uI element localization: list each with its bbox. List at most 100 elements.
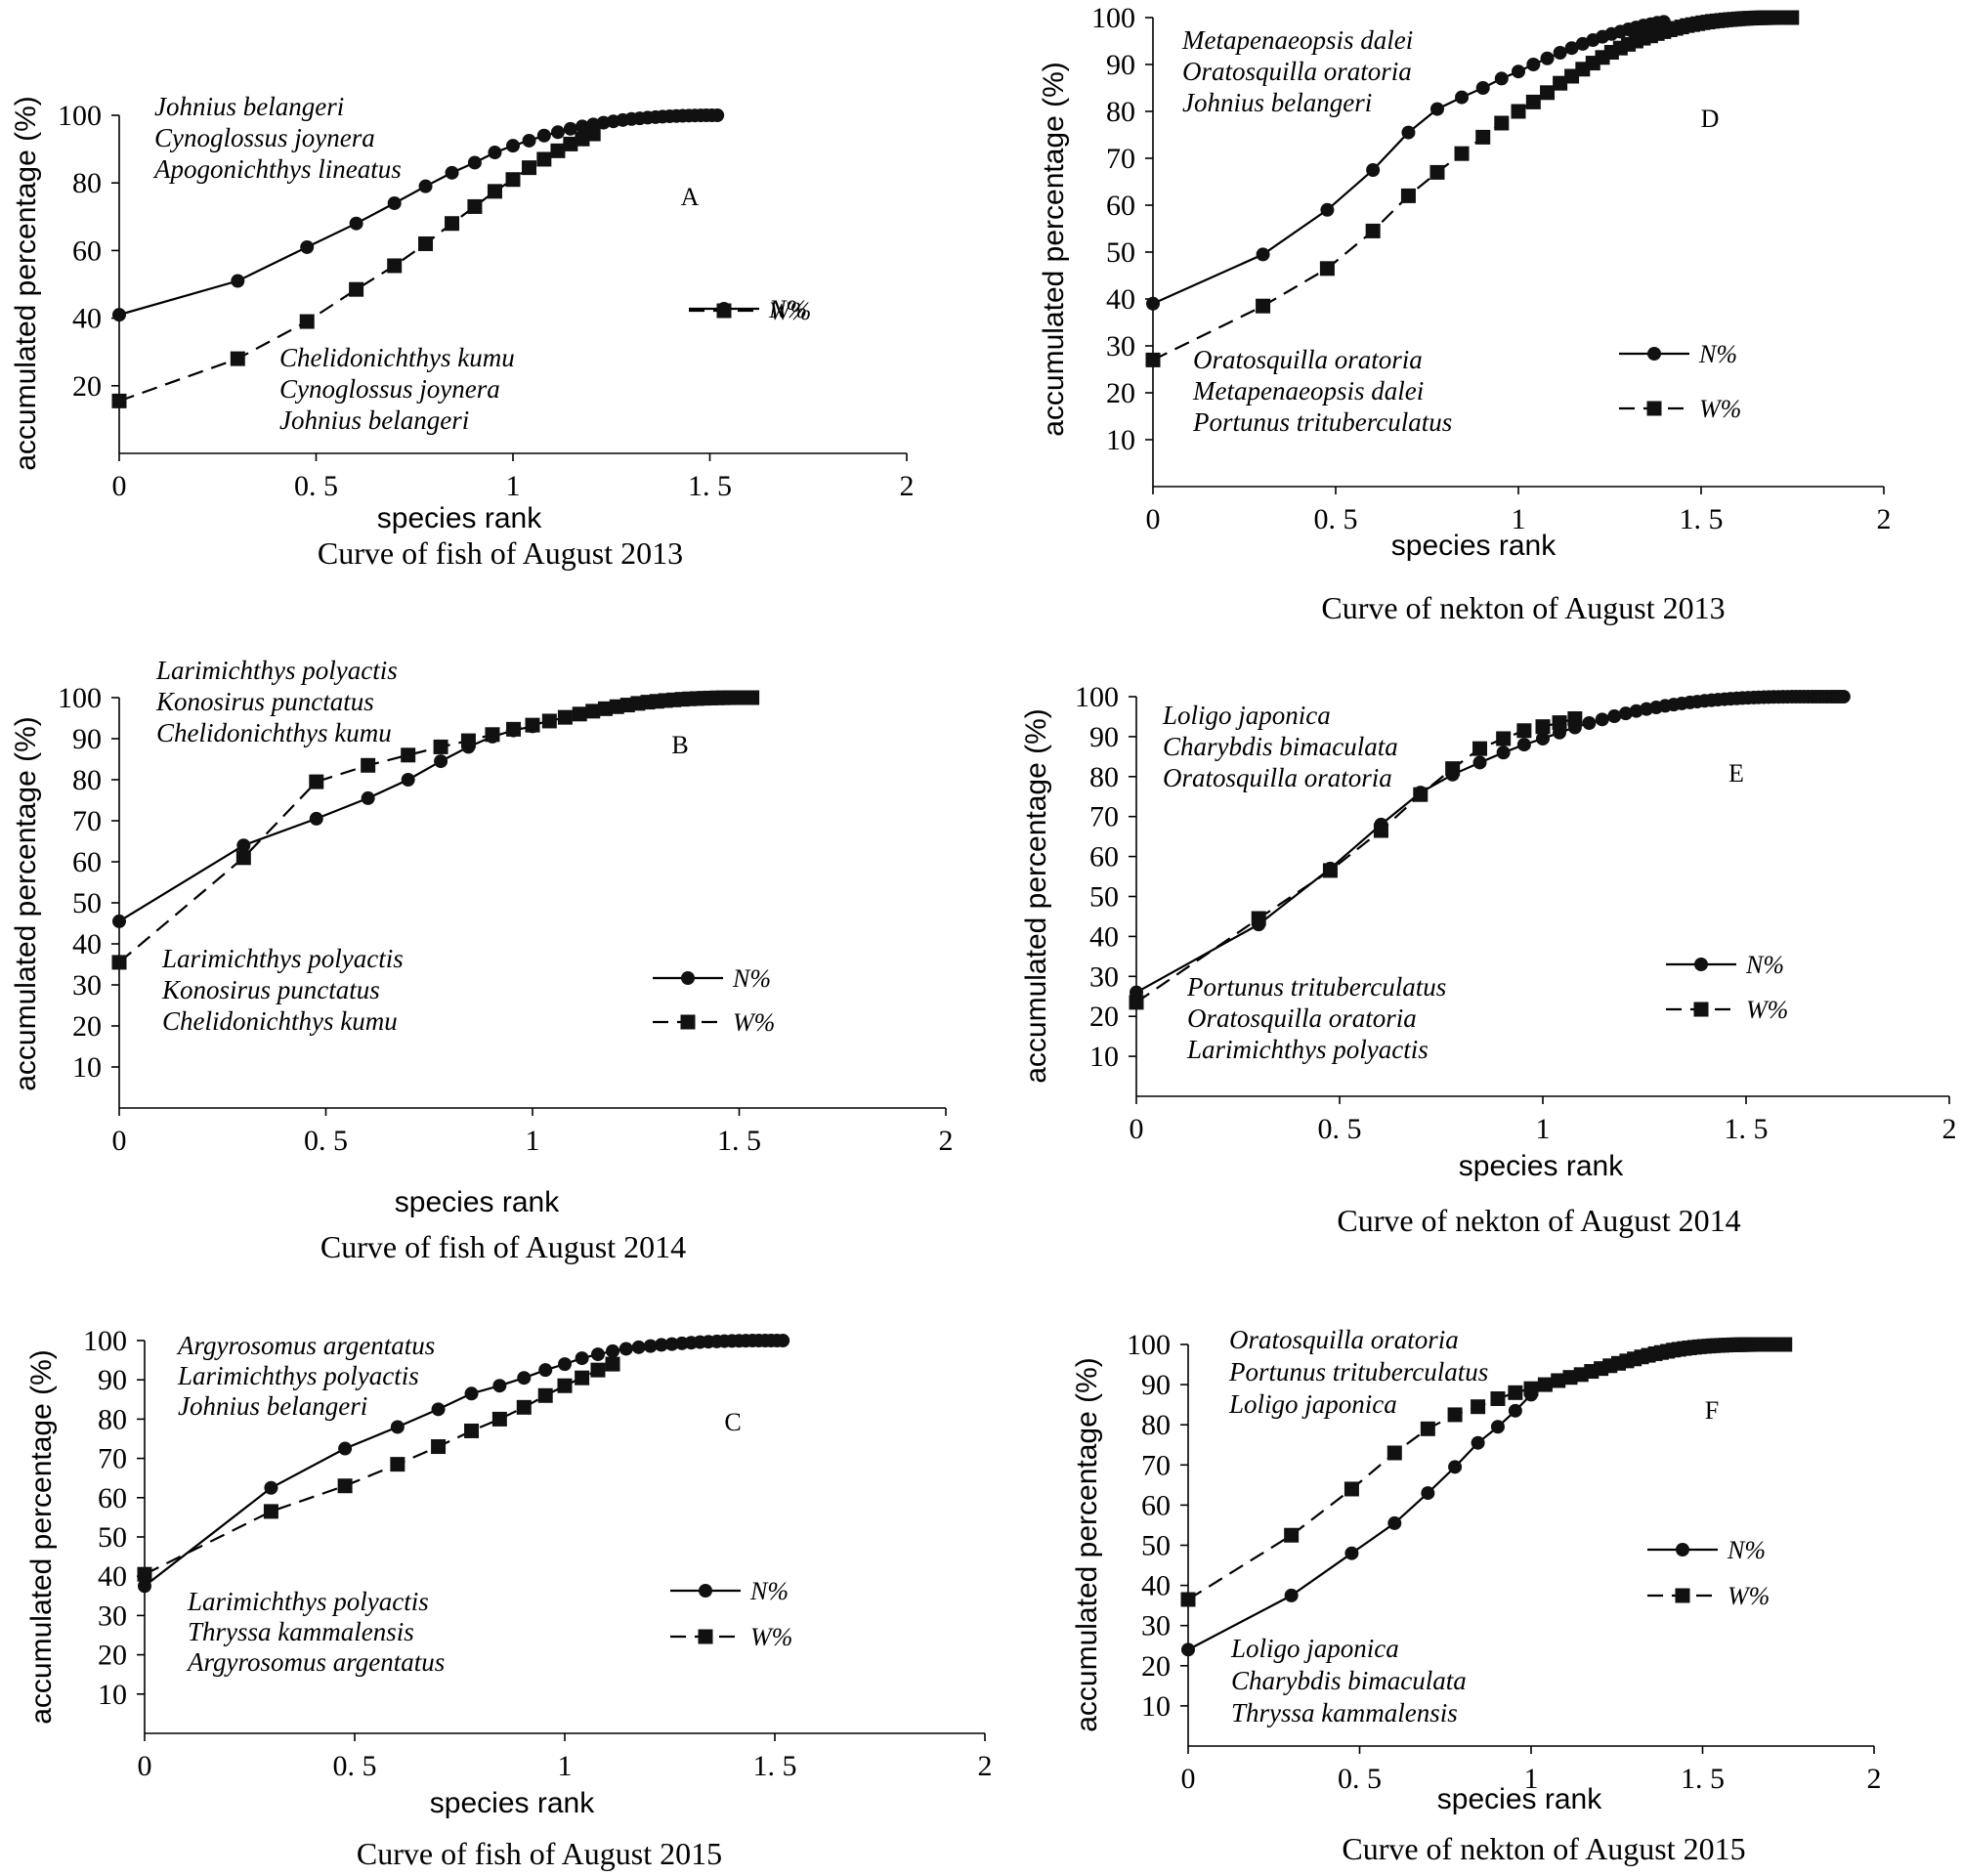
legend-marker-square xyxy=(680,1014,696,1030)
data-point-square xyxy=(1129,995,1144,1010)
data-point-circle xyxy=(558,1357,572,1372)
x-tick-label: 0 xyxy=(1181,1763,1196,1795)
y-tick-label: 40 xyxy=(1089,920,1119,953)
data-point-square xyxy=(536,151,552,167)
bottom-species-label: Portunus trituberculatus xyxy=(1186,972,1446,1002)
series-n-percent xyxy=(112,108,725,322)
series-n-percent xyxy=(112,719,539,928)
x-tick-label: 1 xyxy=(1524,1763,1539,1795)
panel-letter: B xyxy=(671,731,688,759)
panel-d: 0 0. 5 1 1. 5 2 10 20 30 40 50 60 70 80 90 100 species … xyxy=(1038,2,1892,625)
y-tick-label: 70 xyxy=(1106,143,1135,175)
top-species-label: Oratosquilla oratoria xyxy=(1229,1325,1459,1354)
data-point-circle xyxy=(710,108,725,122)
data-point-circle xyxy=(1526,58,1541,71)
series-n-percent xyxy=(1146,15,1671,311)
data-point-circle xyxy=(418,179,433,193)
y-tick-label: 90 xyxy=(72,723,102,755)
series-w-percent xyxy=(111,690,760,970)
data-point-circle xyxy=(467,155,482,170)
data-point-circle xyxy=(1475,81,1490,95)
data-point-square xyxy=(585,126,601,142)
y-tick-label: 100 xyxy=(83,1325,127,1357)
data-point-square xyxy=(1475,129,1491,145)
legend-label: W% xyxy=(1727,1582,1770,1610)
legend-marker-circle xyxy=(1676,1543,1689,1556)
data-point-circle xyxy=(464,1386,479,1401)
y-tick-label: 50 xyxy=(1089,881,1119,914)
data-point-circle xyxy=(1607,709,1622,724)
data-point-circle xyxy=(538,1363,553,1378)
top-species-label: Konosirus punctatus xyxy=(155,687,374,716)
data-point-circle xyxy=(1540,51,1555,65)
series-n-percent xyxy=(138,1334,790,1594)
y-tick-label: 90 xyxy=(1106,49,1135,81)
data-point-square xyxy=(1553,75,1568,91)
x-tick-label: 1 xyxy=(1536,1113,1551,1145)
y-tick-label: 70 xyxy=(1141,1449,1171,1481)
x-tick-label: 0. 5 xyxy=(304,1125,348,1157)
x-tick-label: 0 xyxy=(112,1125,127,1157)
data-point-square xyxy=(1454,146,1470,161)
data-point-circle xyxy=(1494,71,1509,86)
panel-e: 0 0. 5 1 1. 5 2 10 20 30 40 50 60 70 80 90 100 species … xyxy=(1020,681,1957,1238)
y-tick-label: 50 xyxy=(72,887,102,919)
series-line xyxy=(118,725,533,922)
y-tick-label: 80 xyxy=(72,764,102,796)
y-tick-label: 60 xyxy=(1141,1489,1171,1521)
data-point-square xyxy=(506,721,522,737)
data-point-circle xyxy=(1366,163,1381,177)
data-point-square xyxy=(467,198,483,214)
data-point-circle xyxy=(664,1337,679,1351)
x-axis-title: species rank xyxy=(430,1787,595,1819)
legend-marker-circle xyxy=(1694,958,1708,971)
x-tick-label: 1. 5 xyxy=(688,470,732,502)
data-point-circle xyxy=(361,790,375,805)
data-point-circle xyxy=(1582,715,1597,730)
top-species-label: Larimichthys polyactis xyxy=(177,1361,419,1390)
data-point-square xyxy=(563,136,578,151)
data-point-square xyxy=(487,184,502,199)
panel-b: 0 0. 5 1 1. 5 2 10 20 30 40 50 60 70 80 90 100 species … xyxy=(10,656,954,1264)
data-point-square xyxy=(1373,823,1388,838)
data-point-square xyxy=(387,258,403,274)
data-point-square xyxy=(597,701,613,716)
legend-label: W% xyxy=(1746,996,1788,1024)
data-point-circle xyxy=(1490,1420,1505,1434)
data-point-square xyxy=(1567,710,1583,726)
data-point-square xyxy=(433,739,448,754)
data-point-square xyxy=(1537,1377,1553,1392)
legend-marker-circle xyxy=(1647,347,1661,361)
y-tick-label: 40 xyxy=(1141,1570,1171,1602)
y-axis-title: accumulated percentage (%) xyxy=(25,1349,58,1725)
x-axis-title: species rank xyxy=(1391,530,1557,562)
y-tick-label: 30 xyxy=(98,1599,127,1632)
bottom-species-label: Cynoglossus joynera xyxy=(279,374,500,404)
data-point-circle xyxy=(431,1402,446,1417)
data-point-square xyxy=(299,314,315,329)
data-point-circle xyxy=(522,133,536,148)
bottom-species-label: Portunus trituberculatus xyxy=(1192,407,1452,437)
top-species-label: Apogonichthys lineatus xyxy=(152,154,402,184)
panel-f: 0 0. 5 1 1. 5 2 10 20 30 40 50 60 70 80 90 100 species … xyxy=(1071,1325,1882,1866)
y-tick-label: 60 xyxy=(72,234,102,267)
data-point-square xyxy=(1471,1399,1486,1415)
y-tick-label: 10 xyxy=(1141,1690,1171,1723)
bottom-species-label: Larimichthys polyactis xyxy=(1186,1035,1429,1064)
bottom-species-label: Loligo japonica xyxy=(1230,1634,1399,1663)
top-species-label: Cynoglossus joynera xyxy=(154,123,375,152)
data-point-circle xyxy=(309,811,323,826)
legend-label: N% xyxy=(732,964,771,993)
x-tick-label: 0. 5 xyxy=(333,1750,377,1782)
data-point-circle xyxy=(606,1343,620,1358)
data-point-square xyxy=(1777,1337,1793,1352)
legend-label: N% xyxy=(1745,951,1784,979)
y-axis-title: accumulated percentage (%) xyxy=(10,96,42,471)
x-tick-label: 0. 5 xyxy=(1338,1763,1382,1795)
data-point-circle xyxy=(618,1342,633,1356)
data-point-square xyxy=(522,160,537,176)
data-point-square xyxy=(1535,719,1551,735)
bottom-species-label: Argyrosomus argentatus xyxy=(186,1647,445,1677)
bottom-species-label: Charybdis bimaculata xyxy=(1231,1666,1467,1695)
legend-label: W% xyxy=(750,1623,792,1651)
